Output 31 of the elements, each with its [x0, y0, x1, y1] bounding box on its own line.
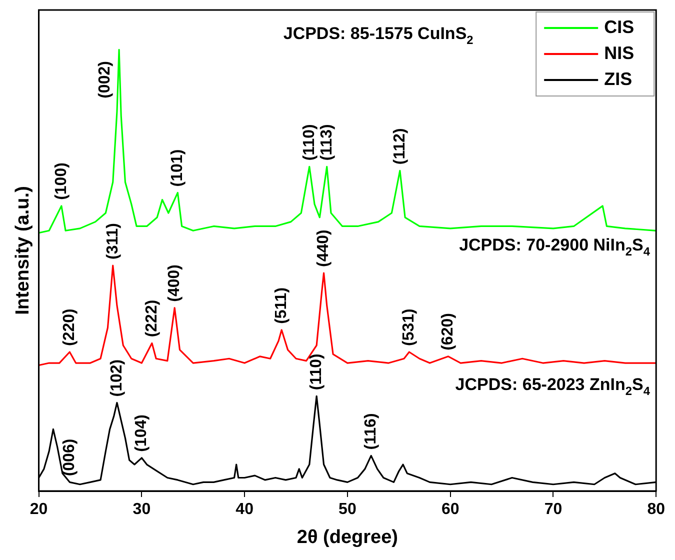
- annotation: (101): [169, 149, 186, 187]
- annotation: (531): [400, 308, 418, 346]
- legend-label: NIS: [604, 42, 634, 63]
- legend-label: ZIS: [604, 68, 632, 89]
- annotation: (002): [96, 61, 114, 98]
- annotation: (400): [166, 264, 184, 302]
- annotation: (440): [315, 230, 332, 268]
- annotation: (220): [61, 308, 78, 346]
- x-tick-label: 40: [236, 501, 254, 518]
- annotation: (102): [108, 359, 126, 397]
- legend-label: CIS: [604, 16, 634, 37]
- y-axis-title: Intensity (a.u.): [12, 186, 34, 315]
- x-tick-label: 20: [30, 501, 48, 518]
- annotation: (222): [143, 300, 160, 338]
- annotation: (110): [308, 354, 325, 390]
- x-tick-label: 80: [647, 501, 666, 518]
- annotation: (511): [273, 287, 290, 324]
- x-tick-label: 60: [441, 501, 460, 518]
- annotation: (113): [318, 124, 336, 161]
- annotation: (620): [440, 313, 457, 350]
- annotation: (311): [104, 223, 122, 260]
- annotation: (104): [133, 414, 150, 452]
- x-axis-title: 2θ (degree): [296, 526, 398, 548]
- annotation: (006): [61, 438, 78, 476]
- annotation: (116): [362, 413, 380, 450]
- x-tick-label: 30: [132, 501, 151, 518]
- annotation: (100): [52, 162, 70, 200]
- annotation: (112): [391, 128, 408, 165]
- annotation: (110): [300, 124, 318, 161]
- x-tick-label: 70: [544, 501, 562, 518]
- x-tick-label: 50: [338, 501, 356, 518]
